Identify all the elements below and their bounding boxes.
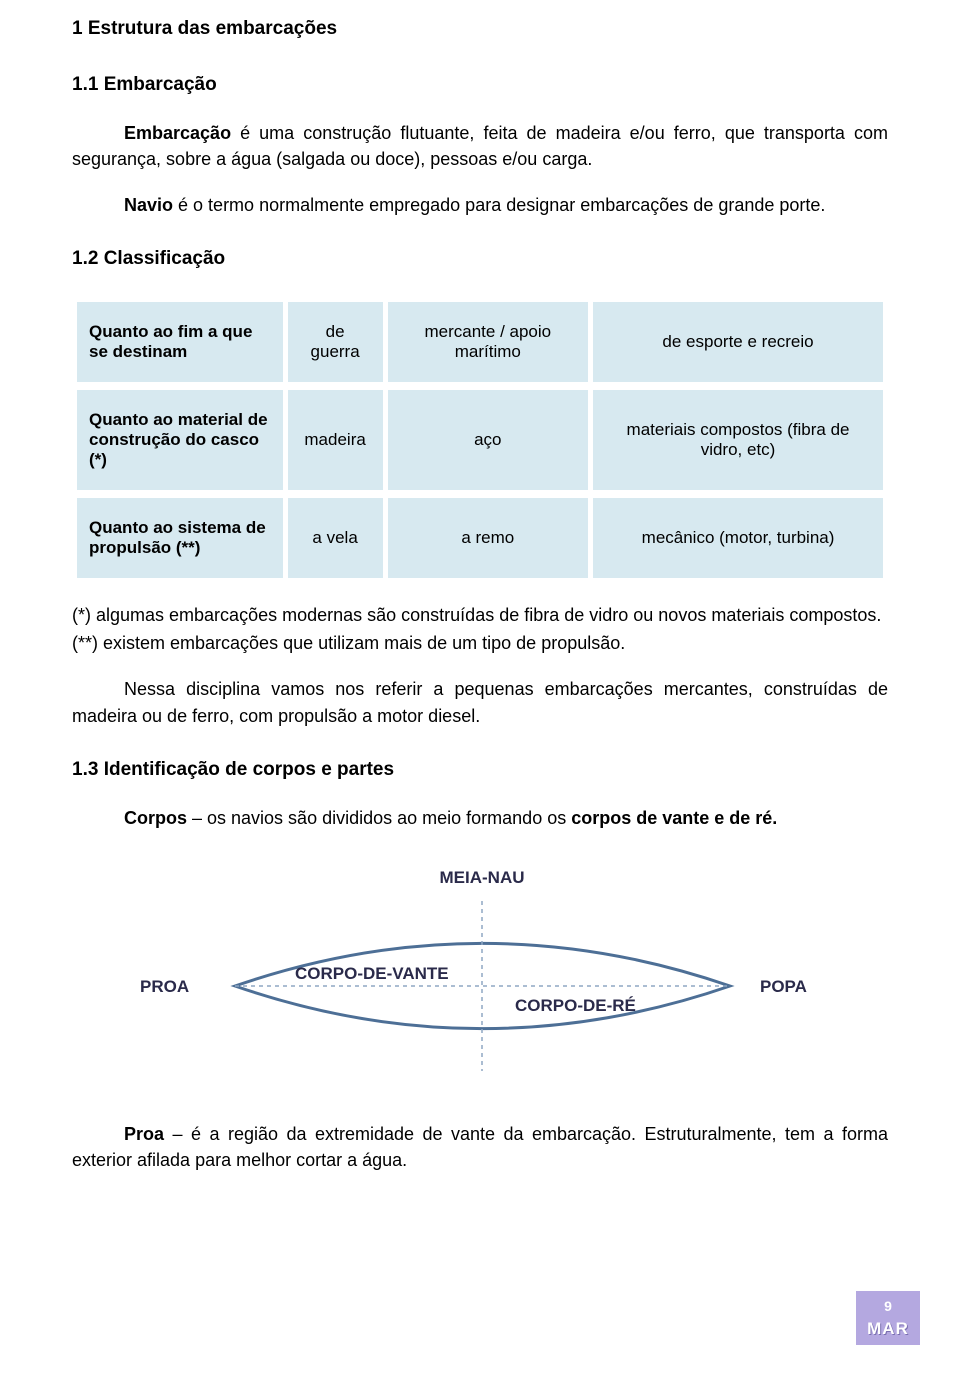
paragraph-disciplina: Nessa disciplina vamos nos referir a peq…	[72, 676, 888, 728]
text-p6: – os navios são divididos ao meio forman…	[187, 808, 571, 828]
term-embarcacao: Embarcação	[124, 123, 231, 143]
paragraph-proa: Proa – é a região da extremidade de vant…	[72, 1121, 888, 1173]
page-footer-badge: 9 MAR	[856, 1291, 920, 1345]
row-header: Quanto ao material de construção do casc…	[77, 390, 283, 490]
svg-text:PROA: PROA	[140, 977, 189, 996]
paragraph-navio: Navio é o termo normalmente empregado pa…	[72, 192, 888, 218]
term-proa: Proa	[124, 1124, 164, 1144]
text-p2: é o termo normalmente empregado para des…	[173, 195, 825, 215]
footnote-2: (**) existem embarcações que utilizam ma…	[72, 630, 888, 656]
svg-text:CORPO-DE-VANTE: CORPO-DE-VANTE	[295, 964, 449, 983]
table-row: Quanto ao material de construção do casc…	[77, 390, 883, 490]
term-navio: Navio	[124, 195, 173, 215]
table-cell: aço	[388, 390, 589, 490]
table-cell: materiais compostos (fibra de vidro, etc…	[593, 390, 883, 490]
page-number: 9	[856, 1297, 920, 1317]
table-cell: mecânico (motor, turbina)	[593, 498, 883, 578]
row-header: Quanto ao sistema de propulsão (**)	[77, 498, 283, 578]
footer-tag: MAR	[856, 1317, 920, 1341]
paragraph-embarcacao: Embarcação é uma construção flutuante, f…	[72, 120, 888, 172]
table-cell: madeira	[288, 390, 383, 490]
paragraph-corpos: Corpos – os navios são divididos ao meio…	[72, 805, 888, 831]
heading-1-3: 1.3 Identificação de corpos e partes	[72, 759, 888, 781]
classification-table: Quanto ao fim a que se destinam de guerr…	[72, 294, 888, 586]
table-row: Quanto ao sistema de propulsão (**) a ve…	[77, 498, 883, 578]
heading-1-1: 1.1 Embarcação	[72, 74, 888, 96]
table-cell: a vela	[288, 498, 383, 578]
footnote-1: (*) algumas embarcações modernas são con…	[72, 602, 888, 628]
svg-text:CORPO-DE-RÉ: CORPO-DE-RÉ	[515, 996, 636, 1015]
heading-1-2: 1.2 Classificação	[72, 248, 888, 270]
table-cell: de guerra	[288, 302, 383, 382]
row-header: Quanto ao fim a que se destinam	[77, 302, 283, 382]
table-cell: a remo	[388, 498, 589, 578]
svg-text:POPA: POPA	[760, 977, 807, 996]
table-cell: de esporte e recreio	[593, 302, 883, 382]
table-cell: mercante / apoio marítimo	[388, 302, 589, 382]
table-row: Quanto ao fim a que se destinam de guerr…	[77, 302, 883, 382]
heading-1: 1 Estrutura das embarcações	[72, 18, 888, 40]
term-corpos: Corpos	[124, 808, 187, 828]
term-corpos-vante-re: corpos de vante e de ré.	[571, 808, 777, 828]
text-p7: – é a região da extremidade de vante da …	[72, 1124, 888, 1170]
svg-text:MEIA-NAU: MEIA-NAU	[440, 868, 525, 887]
hull-svg: MEIA-NAU PROA POPA CORPO-DE-VANTE CORPO-DE-R…	[120, 861, 840, 1081]
hull-diagram: MEIA-NAU PROA POPA CORPO-DE-VANTE CORPO-DE-R…	[72, 861, 888, 1081]
